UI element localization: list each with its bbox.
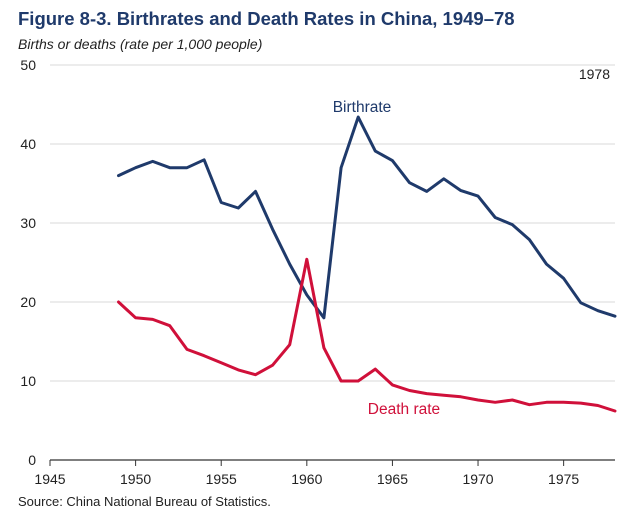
source-note: Source: China National Bureau of Statist… — [18, 494, 271, 509]
x-tick-label: 1970 — [462, 471, 493, 487]
y-tick-label: 40 — [20, 136, 36, 152]
y-tick-label: 50 — [20, 57, 36, 73]
y-tick-label: 30 — [20, 215, 36, 231]
x-axis: 1945 1950 1955 1960 1965 1970 1975 — [34, 459, 615, 487]
x-tick-label: 1945 — [34, 471, 65, 487]
birthrate-label: Birthrate — [333, 99, 392, 116]
series-lines — [117, 115, 617, 413]
y-tick-label: 20 — [20, 294, 36, 310]
y-axis-label: Births or deaths (rate per 1,000 people) — [18, 36, 263, 52]
y-tick-label: 0 — [28, 452, 36, 468]
x-tick-label: 1955 — [206, 471, 237, 487]
y-axis-ticks: 0 10 20 30 40 50 — [20, 57, 36, 468]
annotation-1978: 1978 — [579, 66, 610, 82]
x-tick-label: 1975 — [548, 471, 579, 487]
birthrate-line — [117, 115, 617, 320]
x-tick-label: 1960 — [291, 471, 322, 487]
series-labels: Birthrate Death rate — [333, 99, 440, 418]
x-tick-label: 1965 — [377, 471, 408, 487]
chart-title: Figure 8-3. Birthrates and Death Rates i… — [18, 8, 515, 29]
gridlines — [50, 64, 615, 382]
death-rate-line — [117, 257, 617, 413]
y-tick-label: 10 — [20, 373, 36, 389]
death-rate-label: Death rate — [368, 401, 440, 418]
x-tick-label: 1950 — [120, 471, 151, 487]
